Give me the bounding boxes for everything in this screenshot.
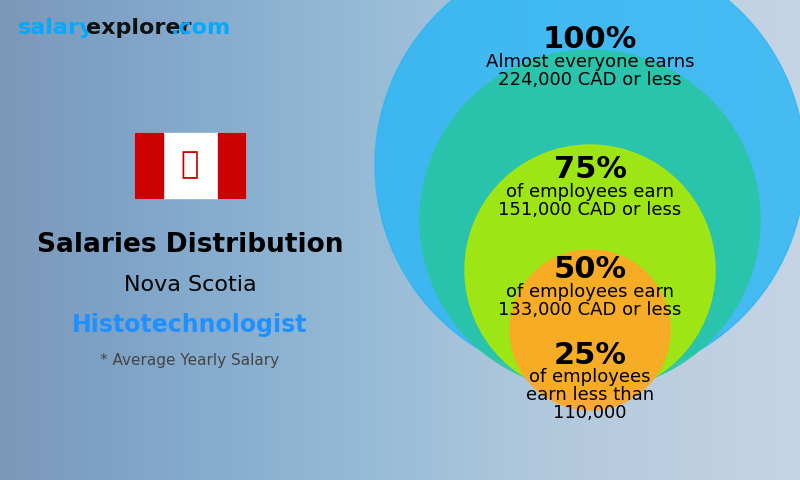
- Text: 151,000 CAD or less: 151,000 CAD or less: [498, 201, 682, 219]
- Text: 50%: 50%: [554, 255, 626, 285]
- Text: of employees earn: of employees earn: [506, 183, 674, 201]
- FancyBboxPatch shape: [135, 133, 245, 198]
- Text: 25%: 25%: [554, 340, 626, 370]
- Circle shape: [465, 145, 715, 395]
- Text: .com: .com: [171, 18, 231, 38]
- Text: 100%: 100%: [543, 25, 637, 55]
- FancyBboxPatch shape: [135, 133, 162, 198]
- Text: salary: salary: [18, 18, 94, 38]
- Circle shape: [510, 250, 670, 410]
- Text: 224,000 CAD or less: 224,000 CAD or less: [498, 71, 682, 89]
- Text: earn less than: earn less than: [526, 386, 654, 404]
- Text: of employees earn: of employees earn: [506, 283, 674, 301]
- Text: Histotechnologist: Histotechnologist: [72, 313, 308, 337]
- Circle shape: [375, 0, 800, 380]
- Text: * Average Yearly Salary: * Average Yearly Salary: [101, 352, 279, 368]
- Text: 133,000 CAD or less: 133,000 CAD or less: [498, 301, 682, 319]
- Text: 🍁: 🍁: [181, 151, 199, 180]
- Text: Almost everyone earns: Almost everyone earns: [486, 53, 694, 71]
- FancyBboxPatch shape: [218, 133, 245, 198]
- Circle shape: [420, 50, 760, 390]
- Text: 75%: 75%: [554, 156, 626, 184]
- Text: 110,000: 110,000: [554, 404, 626, 422]
- Text: of employees: of employees: [530, 368, 650, 386]
- Text: Salaries Distribution: Salaries Distribution: [37, 232, 343, 258]
- Text: explorer: explorer: [86, 18, 191, 38]
- Text: Nova Scotia: Nova Scotia: [124, 275, 256, 295]
